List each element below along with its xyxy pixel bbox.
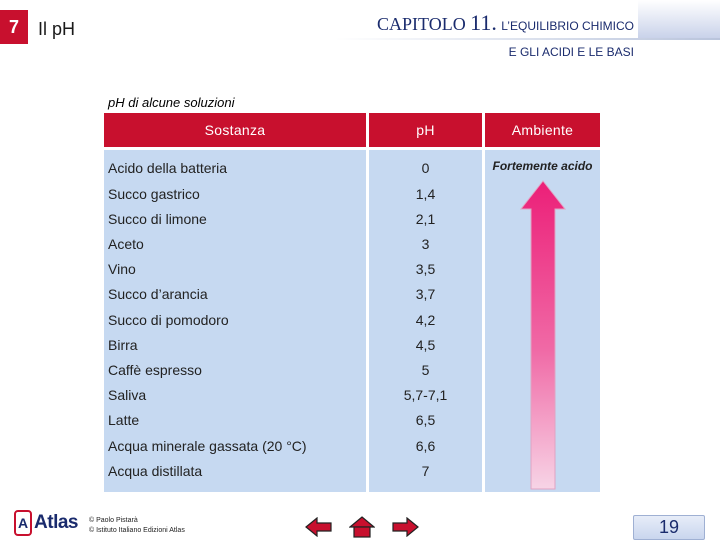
table-row-ph: 1,4: [415, 186, 436, 202]
prev-page-button[interactable]: [303, 514, 335, 540]
table-row-ph: 4,5: [415, 337, 436, 353]
table-row-ph: 3,5: [415, 261, 436, 277]
table-row-substance: Acido della batteria: [108, 160, 228, 176]
chapter-prefix: CAPITOLO: [377, 14, 466, 34]
table-row-substance: Succo di limone: [108, 211, 207, 227]
copyright-line2: © Istituto Italiano Edizioni Atlas: [89, 527, 185, 534]
table-row-substance: Succo di pomodoro: [108, 312, 229, 328]
table-row-substance: Acqua minerale gassata (20 °C): [108, 438, 307, 454]
table-row-substance: Acqua distillata: [108, 463, 203, 479]
table-caption: pH di alcune soluzioni: [108, 95, 235, 110]
arrow-left-icon: [305, 517, 332, 537]
table-row-ph: 5,7-7,1: [403, 387, 448, 403]
table-row-substance: Birra: [108, 337, 138, 353]
header-divider: [335, 38, 720, 40]
substance-column: [104, 150, 366, 492]
ph-column: [369, 150, 482, 492]
table-row-substance: Vino: [108, 261, 136, 277]
chapter-number-badge: 7: [0, 10, 28, 44]
table-row-ph: 4,2: [415, 312, 436, 328]
table-row-substance: Aceto: [108, 236, 144, 252]
atlas-logo: A Atlas: [14, 508, 78, 538]
header-substance: Sostanza: [104, 113, 366, 147]
arrow-right-icon: [392, 517, 419, 537]
table-row-substance: Succo d’arancia: [108, 286, 208, 302]
table-row-ph: 3,7: [415, 286, 436, 302]
table-row-substance: Caffè espresso: [108, 362, 202, 378]
acidity-arrow-icon: [519, 180, 567, 490]
environment-label: Fortemente acido: [492, 159, 593, 173]
table-row-ph: 3: [421, 236, 430, 252]
table-row-ph: 7: [421, 463, 430, 479]
atlas-logo-mark-icon: A: [14, 510, 33, 536]
section-title: Il pH: [38, 19, 76, 39]
chapter-title: CAPITOLO 11. L’EQUILIBRIO CHIMICO: [377, 10, 634, 36]
table-row-ph: 2,1: [415, 211, 436, 227]
table-row-ph: 0: [421, 160, 430, 176]
header-ph: pH: [369, 113, 482, 147]
home-icon: [349, 516, 375, 538]
copyright: © Paolo Pistarà © Istituto Italiano Ediz…: [89, 516, 185, 536]
page-number: 19: [633, 515, 705, 540]
chapter-title-line1: L’EQUILIBRIO CHIMICO: [501, 19, 634, 33]
next-page-button[interactable]: [389, 514, 421, 540]
chapter-title-line2: E GLI ACIDI E LE BASI: [508, 45, 634, 59]
home-button[interactable]: [346, 514, 378, 540]
table-row-substance: Latte: [108, 412, 140, 428]
header-environment: Ambiente: [485, 113, 600, 147]
table-row-substance: Saliva: [108, 387, 147, 403]
copyright-line1: © Paolo Pistarà: [89, 517, 138, 524]
table-row-ph: 6,5: [415, 412, 436, 428]
table-row-ph: 6,6: [415, 438, 436, 454]
table-row-substance: Succo gastrico: [108, 186, 200, 202]
chapter-no: 11.: [470, 10, 497, 35]
table-row-ph: 5: [421, 362, 430, 378]
header-corner-decoration: [638, 0, 720, 38]
atlas-logo-text: Atlas: [34, 512, 78, 533]
